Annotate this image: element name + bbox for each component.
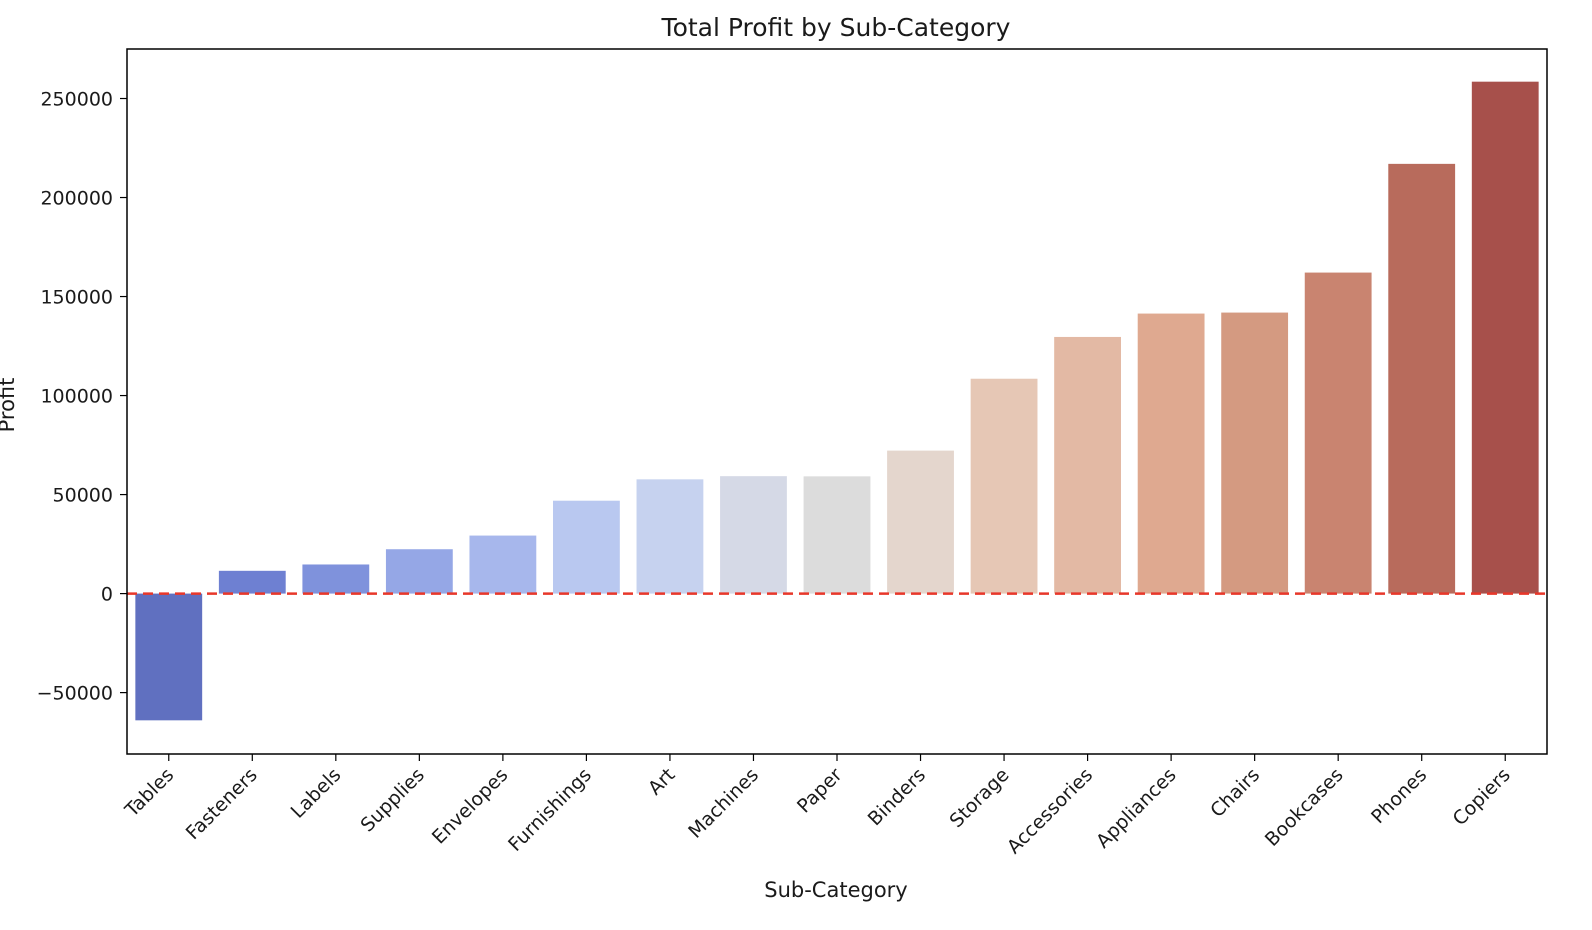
bar-paper [803,476,871,594]
y-tick-label: 150000 [40,287,113,309]
y-tick-label: 100000 [40,386,113,408]
bar-accessories [1054,336,1121,594]
bar-chairs [1221,312,1289,594]
x-tick-label: Bookcases [1261,764,1348,851]
y-tick-label: 250000 [40,89,113,111]
x-tick-label: Fasteners [182,764,262,844]
x-tick-label: Art [644,764,680,800]
bar-binders [887,450,954,594]
bars-group [135,81,1539,721]
bar-furnishings [553,500,620,594]
bar-tables [135,593,203,721]
x-axis: Tables Fasteners Labels SuppliesEnvelopesFu… [120,754,1515,858]
bar-envelopes [469,535,537,594]
bar-bookcases [1304,272,1372,594]
y-axis: −50000 0 50000 100000 150000 200000 250000 [37,89,127,705]
x-tick-label: Copiers [1449,764,1515,830]
bar-supplies [385,549,453,594]
x-tick-label: Machines [684,764,763,843]
x-axis-label: Sub-Category [764,878,907,902]
x-tick-label: Accessories [1003,764,1097,858]
x-tick-label: Supplies [356,764,428,836]
y-tick-label: 0 [101,584,113,606]
x-tick-label: Storage [945,764,1013,832]
x-tick-label: Paper [793,764,847,818]
bar-art [636,479,704,594]
x-tick-label: Phones [1367,764,1431,828]
x-tick-label: Furnishings [504,764,596,856]
bar-fasteners [218,570,286,594]
chart-title: Total Profit by Sub-Category [661,13,1011,42]
x-tick-label: Chairs [1206,764,1264,822]
bar-storage [970,378,1038,594]
y-axis-label: Profit [0,378,19,433]
bar-labels [302,564,370,594]
x-tick-label: Envelopes [428,764,513,849]
x-tick-label: Tables [120,764,178,822]
bar-copiers [1471,81,1539,594]
bar-machines [720,476,787,594]
x-tick-label: Appliances [1092,764,1181,853]
y-tick-label: 50000 [53,485,113,507]
y-tick-label: 200000 [40,188,113,210]
x-tick-label: Labels [287,764,346,823]
bar-phones [1388,163,1456,594]
bar-appliances [1137,313,1205,594]
y-tick-label: −50000 [37,683,113,705]
x-tick-label: Binders [864,764,930,830]
